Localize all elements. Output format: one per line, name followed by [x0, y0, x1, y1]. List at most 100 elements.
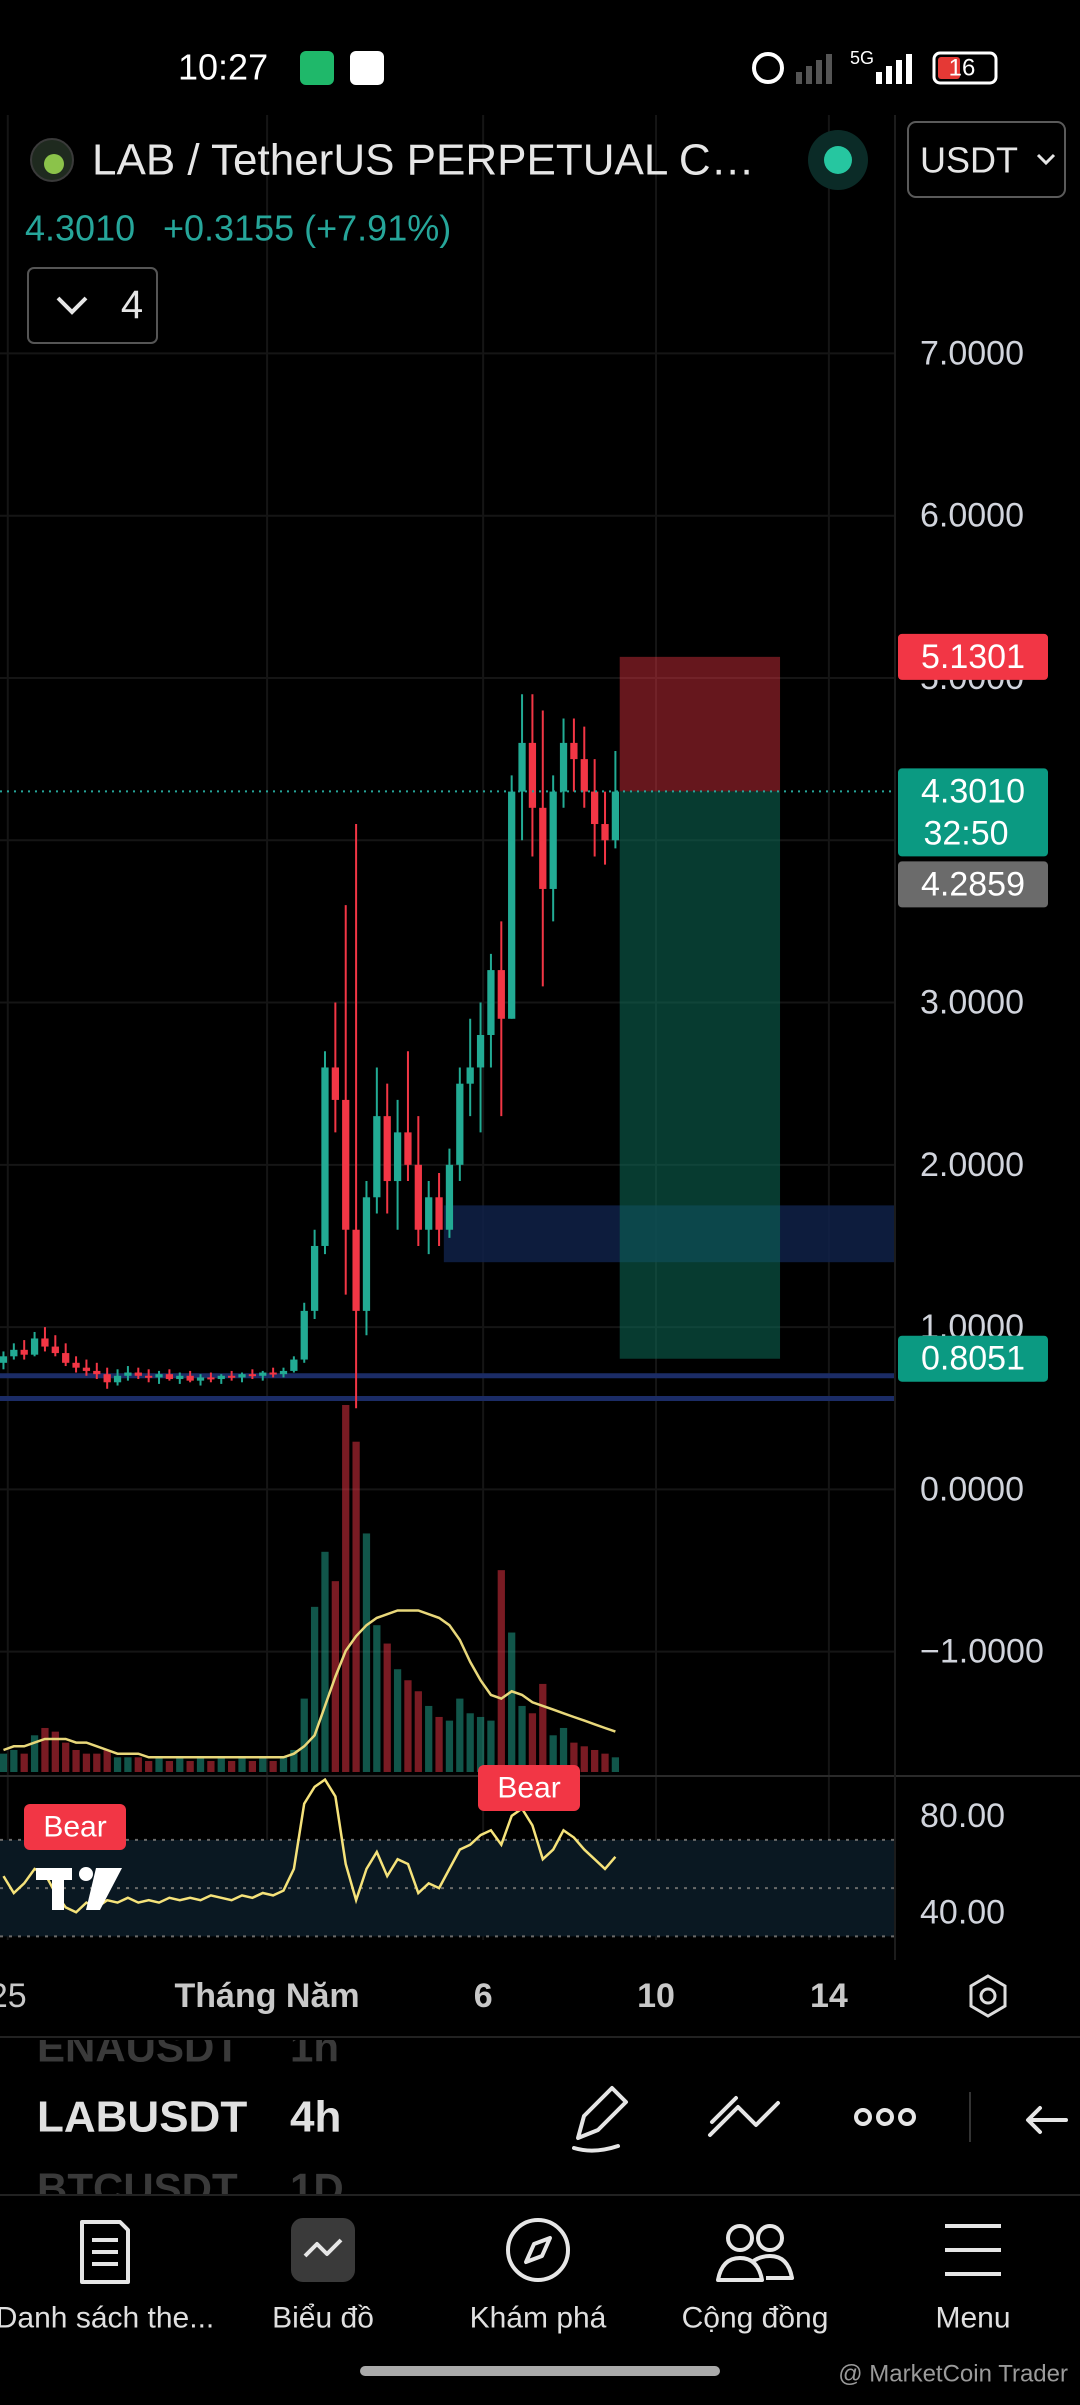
candle-body: [30, 1338, 39, 1355]
candle-body: [591, 791, 599, 825]
candle-body: [362, 1197, 371, 1311]
market-status-dot: [824, 146, 852, 174]
indicator-toggle[interactable]: [27, 267, 158, 344]
candle-body: [508, 791, 516, 1019]
nav-icon[interactable]: [80, 2220, 130, 2284]
bid-badge: [898, 861, 1048, 908]
volume-bar: [539, 1683, 547, 1772]
volume-bar: [113, 1757, 122, 1772]
volume-bar: [269, 1760, 277, 1772]
volume-bar: [300, 1698, 308, 1772]
x-tick-label: 6: [474, 1977, 493, 2015]
candle-body: [186, 1375, 194, 1381]
candle-body: [310, 1245, 319, 1311]
candle-body: [321, 1067, 329, 1246]
interval[interactable]: 4h: [290, 2093, 341, 2142]
interval[interactable]: 1h: [290, 2024, 339, 2071]
more-tools[interactable]: [854, 2108, 872, 2126]
bear-tag: [24, 1804, 126, 1850]
candle-body: [549, 791, 557, 889]
candle-body: [51, 1346, 59, 1354]
home-indicator: [360, 2366, 720, 2376]
symbol[interactable]: ENAUSDT: [37, 2024, 240, 2071]
volume-bar: [404, 1680, 412, 1772]
price-badge: [898, 768, 1048, 857]
nav-icon: [524, 2236, 552, 2264]
tv-logo: [36, 1867, 122, 1910]
symbol[interactable]: LABUSDT: [37, 2093, 247, 2142]
target-zone: [619, 791, 781, 1359]
nav-icon[interactable]: [726, 2224, 754, 2252]
volume-bar: [321, 1551, 329, 1772]
volume-bar: [30, 1735, 39, 1772]
candle-body: [238, 1374, 246, 1378]
x-tick-label: 14: [810, 1977, 848, 2015]
candle-body: [404, 1132, 412, 1165]
nav-label[interactable]: Khám phá: [470, 2302, 607, 2335]
volume-bar: [124, 1757, 132, 1772]
symbol[interactable]: BTCUSDT: [37, 2165, 238, 2212]
stop-label: 5.1301: [921, 638, 1025, 676]
candle-body: [124, 1372, 132, 1376]
candle-body: [134, 1372, 142, 1376]
y-tick-label: 3.0000: [920, 984, 1024, 1022]
rsi-tick-label: 40.00: [920, 1893, 1005, 1931]
candle-body: [196, 1377, 205, 1381]
alarm-icon: [752, 52, 784, 84]
volume-bar: [497, 1570, 505, 1772]
candle-body: [331, 1067, 339, 1100]
price-pane: [0, 656, 895, 1772]
undo[interactable]: [1026, 2106, 1068, 2134]
candle-body: [352, 1229, 360, 1311]
symbol-list: ENAUSDT 1h LABUSDT 4h BTCUSDT 1D: [37, 2024, 344, 2212]
candle-body: [41, 1338, 49, 1347]
nav-label[interactable]: Menu: [935, 2302, 1010, 2335]
volume-bar: [414, 1691, 422, 1772]
settings-button[interactable]: [969, 1974, 1007, 2018]
candle-body: [145, 1375, 153, 1378]
candle-body: [248, 1374, 257, 1377]
symbol-title[interactable]: LAB / TetherUS PERPETUAL C…: [92, 136, 755, 185]
candle-body: [165, 1374, 174, 1380]
nav-icon: [303, 2238, 343, 2258]
nav-icon[interactable]: [506, 2218, 570, 2282]
trend-tool[interactable]: [708, 2096, 780, 2137]
rsi-band-fill: [0, 1839, 895, 1937]
watermark: @ MarketCoin Trader: [838, 2361, 1068, 2388]
volume-bar: [20, 1753, 28, 1772]
interval[interactable]: 1D: [290, 2165, 344, 2212]
volume-bar: [82, 1753, 91, 1772]
battery-level: [938, 57, 960, 79]
nav-label[interactable]: Biểu đồ: [272, 2302, 374, 2335]
volume-bar: [217, 1757, 225, 1772]
candle-body: [414, 1164, 422, 1230]
volume-bar: [72, 1749, 80, 1772]
volume-bar: [425, 1705, 433, 1772]
candle-body: [93, 1370, 101, 1375]
draw-tool[interactable]: [572, 2086, 628, 2153]
x-tick-label: Tháng Năm: [175, 1977, 360, 2015]
volume-bar: [373, 1625, 381, 1772]
candle-body: [228, 1375, 236, 1378]
candle-body: [373, 1116, 381, 1198]
currency-select[interactable]: [907, 121, 1066, 198]
volume-bar: [290, 1749, 298, 1772]
bear-label: Bear: [43, 1811, 106, 1844]
volume-bar: [352, 1441, 360, 1772]
volume-bar: [393, 1669, 402, 1772]
candle-body: [155, 1374, 163, 1378]
volume-bar: [0, 1753, 8, 1772]
y-tick-label: 2.0000: [920, 1146, 1024, 1184]
y-tick-label: 7.0000: [920, 334, 1024, 372]
candle-body: [580, 759, 588, 792]
nav-label[interactable]: Danh sách the...: [0, 2302, 214, 2335]
countdown: 32:50: [923, 814, 1008, 852]
volume-bar: [228, 1760, 236, 1772]
volume-bar: [342, 1405, 350, 1772]
stop-badge: [898, 633, 1048, 680]
nav-label[interactable]: Cộng đồng: [682, 2302, 829, 2335]
nav-icon[interactable]: [945, 2224, 1001, 2276]
candle-body: [259, 1372, 267, 1376]
candle-body: [425, 1197, 433, 1230]
nav-icon: [756, 2224, 784, 2252]
